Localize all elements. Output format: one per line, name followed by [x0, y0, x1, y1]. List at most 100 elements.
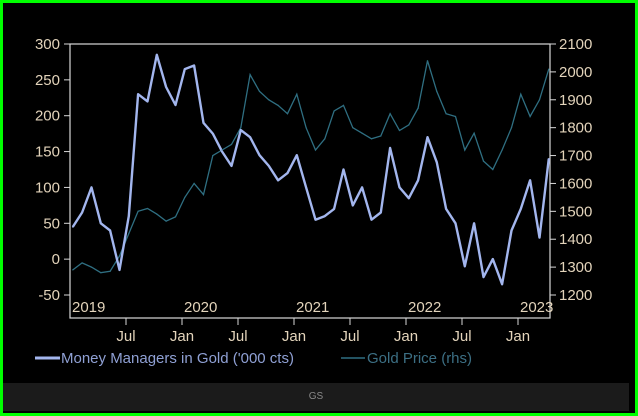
gold-price-point — [464, 149, 466, 151]
money-managers-point — [408, 197, 410, 199]
money-managers-point — [212, 132, 214, 135]
money-managers-point — [90, 186, 93, 189]
gold-price-point — [212, 154, 214, 157]
money-managers-point — [286, 172, 289, 174]
gold-price-point — [193, 182, 195, 185]
year-label: 2021 — [296, 299, 329, 316]
gold-price-point — [454, 115, 457, 118]
gold-price-point — [174, 216, 177, 218]
right-tick-label: 1600 — [559, 175, 592, 192]
month-label: Jan — [282, 328, 306, 345]
right-tick-label: 1800 — [559, 120, 592, 137]
money-managers-point — [436, 161, 438, 164]
right-tick-label: 1300 — [559, 259, 592, 276]
money-managers-point — [268, 165, 270, 167]
gold-price-point — [202, 194, 205, 196]
right-tick-label: 1200 — [559, 287, 592, 304]
month-label: Jul — [116, 328, 135, 345]
gold-price-point — [146, 207, 149, 210]
money-managers-point — [296, 154, 298, 156]
left-tick-label: 150 — [35, 144, 60, 161]
right-tick-label: 1400 — [559, 231, 592, 248]
money-managers-point — [529, 179, 531, 182]
gold-price-point — [100, 272, 102, 274]
year-label: 2022 — [408, 299, 441, 316]
left-tick-label: 50 — [43, 215, 60, 232]
money-managers-point — [324, 215, 326, 217]
gold-price-point — [72, 269, 74, 271]
money-managers-point — [137, 93, 139, 95]
gold-price-point — [305, 127, 307, 129]
gold-price-point — [473, 132, 475, 134]
money-managers-point — [165, 86, 167, 88]
left-tick-label: 300 — [35, 36, 60, 53]
money-managers-point — [258, 154, 261, 156]
money-managers-point — [370, 218, 373, 221]
gold-price-point — [165, 220, 167, 222]
gold-price-point — [482, 160, 485, 162]
gold-price-point — [240, 127, 242, 129]
legend-gold-label: Gold Price (rhs) — [367, 350, 472, 367]
right-tick-label: 2000 — [559, 64, 592, 81]
gold-price-point — [538, 99, 541, 101]
right-tick-label: 2100 — [559, 36, 592, 53]
gold-price-line — [72, 60, 550, 274]
money-managers-point — [361, 186, 363, 189]
gold-price-point — [426, 60, 429, 62]
money-managers-point — [464, 265, 466, 268]
gold-price-point — [230, 143, 233, 145]
left-tick-label: 0 — [52, 251, 60, 268]
gold-price-point — [520, 93, 522, 95]
money-managers-point — [389, 147, 391, 149]
money-managers-point — [342, 168, 345, 171]
money-managers-point — [510, 229, 513, 232]
gold-price-point — [501, 149, 503, 151]
money-managers-point — [473, 222, 475, 225]
legend: Money Managers in Gold ('000 cts) Gold P… — [35, 350, 472, 367]
money-managers-line — [71, 53, 550, 286]
money-managers-point — [72, 226, 74, 228]
money-managers-point — [184, 68, 186, 70]
gold-price-point — [184, 196, 186, 198]
money-managers-point — [538, 236, 541, 239]
left-tick-label: 200 — [35, 108, 60, 125]
money-managers-point — [426, 136, 429, 139]
year-label: 2019 — [72, 299, 105, 316]
money-managers-point — [128, 215, 130, 217]
month-label: Jul — [340, 328, 359, 345]
plot-area — [69, 43, 551, 319]
year-label: 2023 — [520, 299, 553, 316]
money-managers-point — [454, 222, 457, 225]
gold-price-point — [370, 138, 373, 140]
gold-price-point — [296, 93, 298, 95]
gold-price-point — [333, 110, 335, 112]
money-managers-point — [193, 64, 195, 67]
money-managers-point — [445, 208, 447, 210]
gold-price-point — [258, 90, 261, 93]
money-managers-point — [314, 218, 317, 221]
month-label: Jul — [452, 328, 471, 345]
money-managers-point — [81, 211, 83, 214]
gold-price-point — [361, 132, 363, 134]
money-managers-point — [417, 179, 419, 182]
gold-price-point — [268, 99, 270, 101]
gold-price-point — [417, 107, 419, 109]
gold-price-point — [128, 233, 130, 235]
gold-price-point — [510, 127, 513, 129]
gold-price-point — [445, 113, 447, 115]
money-managers-point — [398, 186, 401, 189]
left-tick-label: -50 — [38, 287, 60, 304]
money-managers-point — [501, 283, 503, 286]
gold-price-point — [492, 168, 494, 171]
money-managers-point — [100, 222, 102, 225]
month-label: Jul — [228, 328, 247, 345]
gold-price-point — [277, 104, 279, 106]
gold-price-point — [156, 213, 158, 215]
gold-price-point — [380, 135, 382, 137]
gold-price-point — [118, 255, 121, 257]
left-tick-label: 100 — [35, 179, 60, 196]
right-tick-label: 1500 — [559, 203, 592, 220]
money-managers-point — [305, 186, 307, 189]
gold-price-point — [398, 129, 401, 132]
